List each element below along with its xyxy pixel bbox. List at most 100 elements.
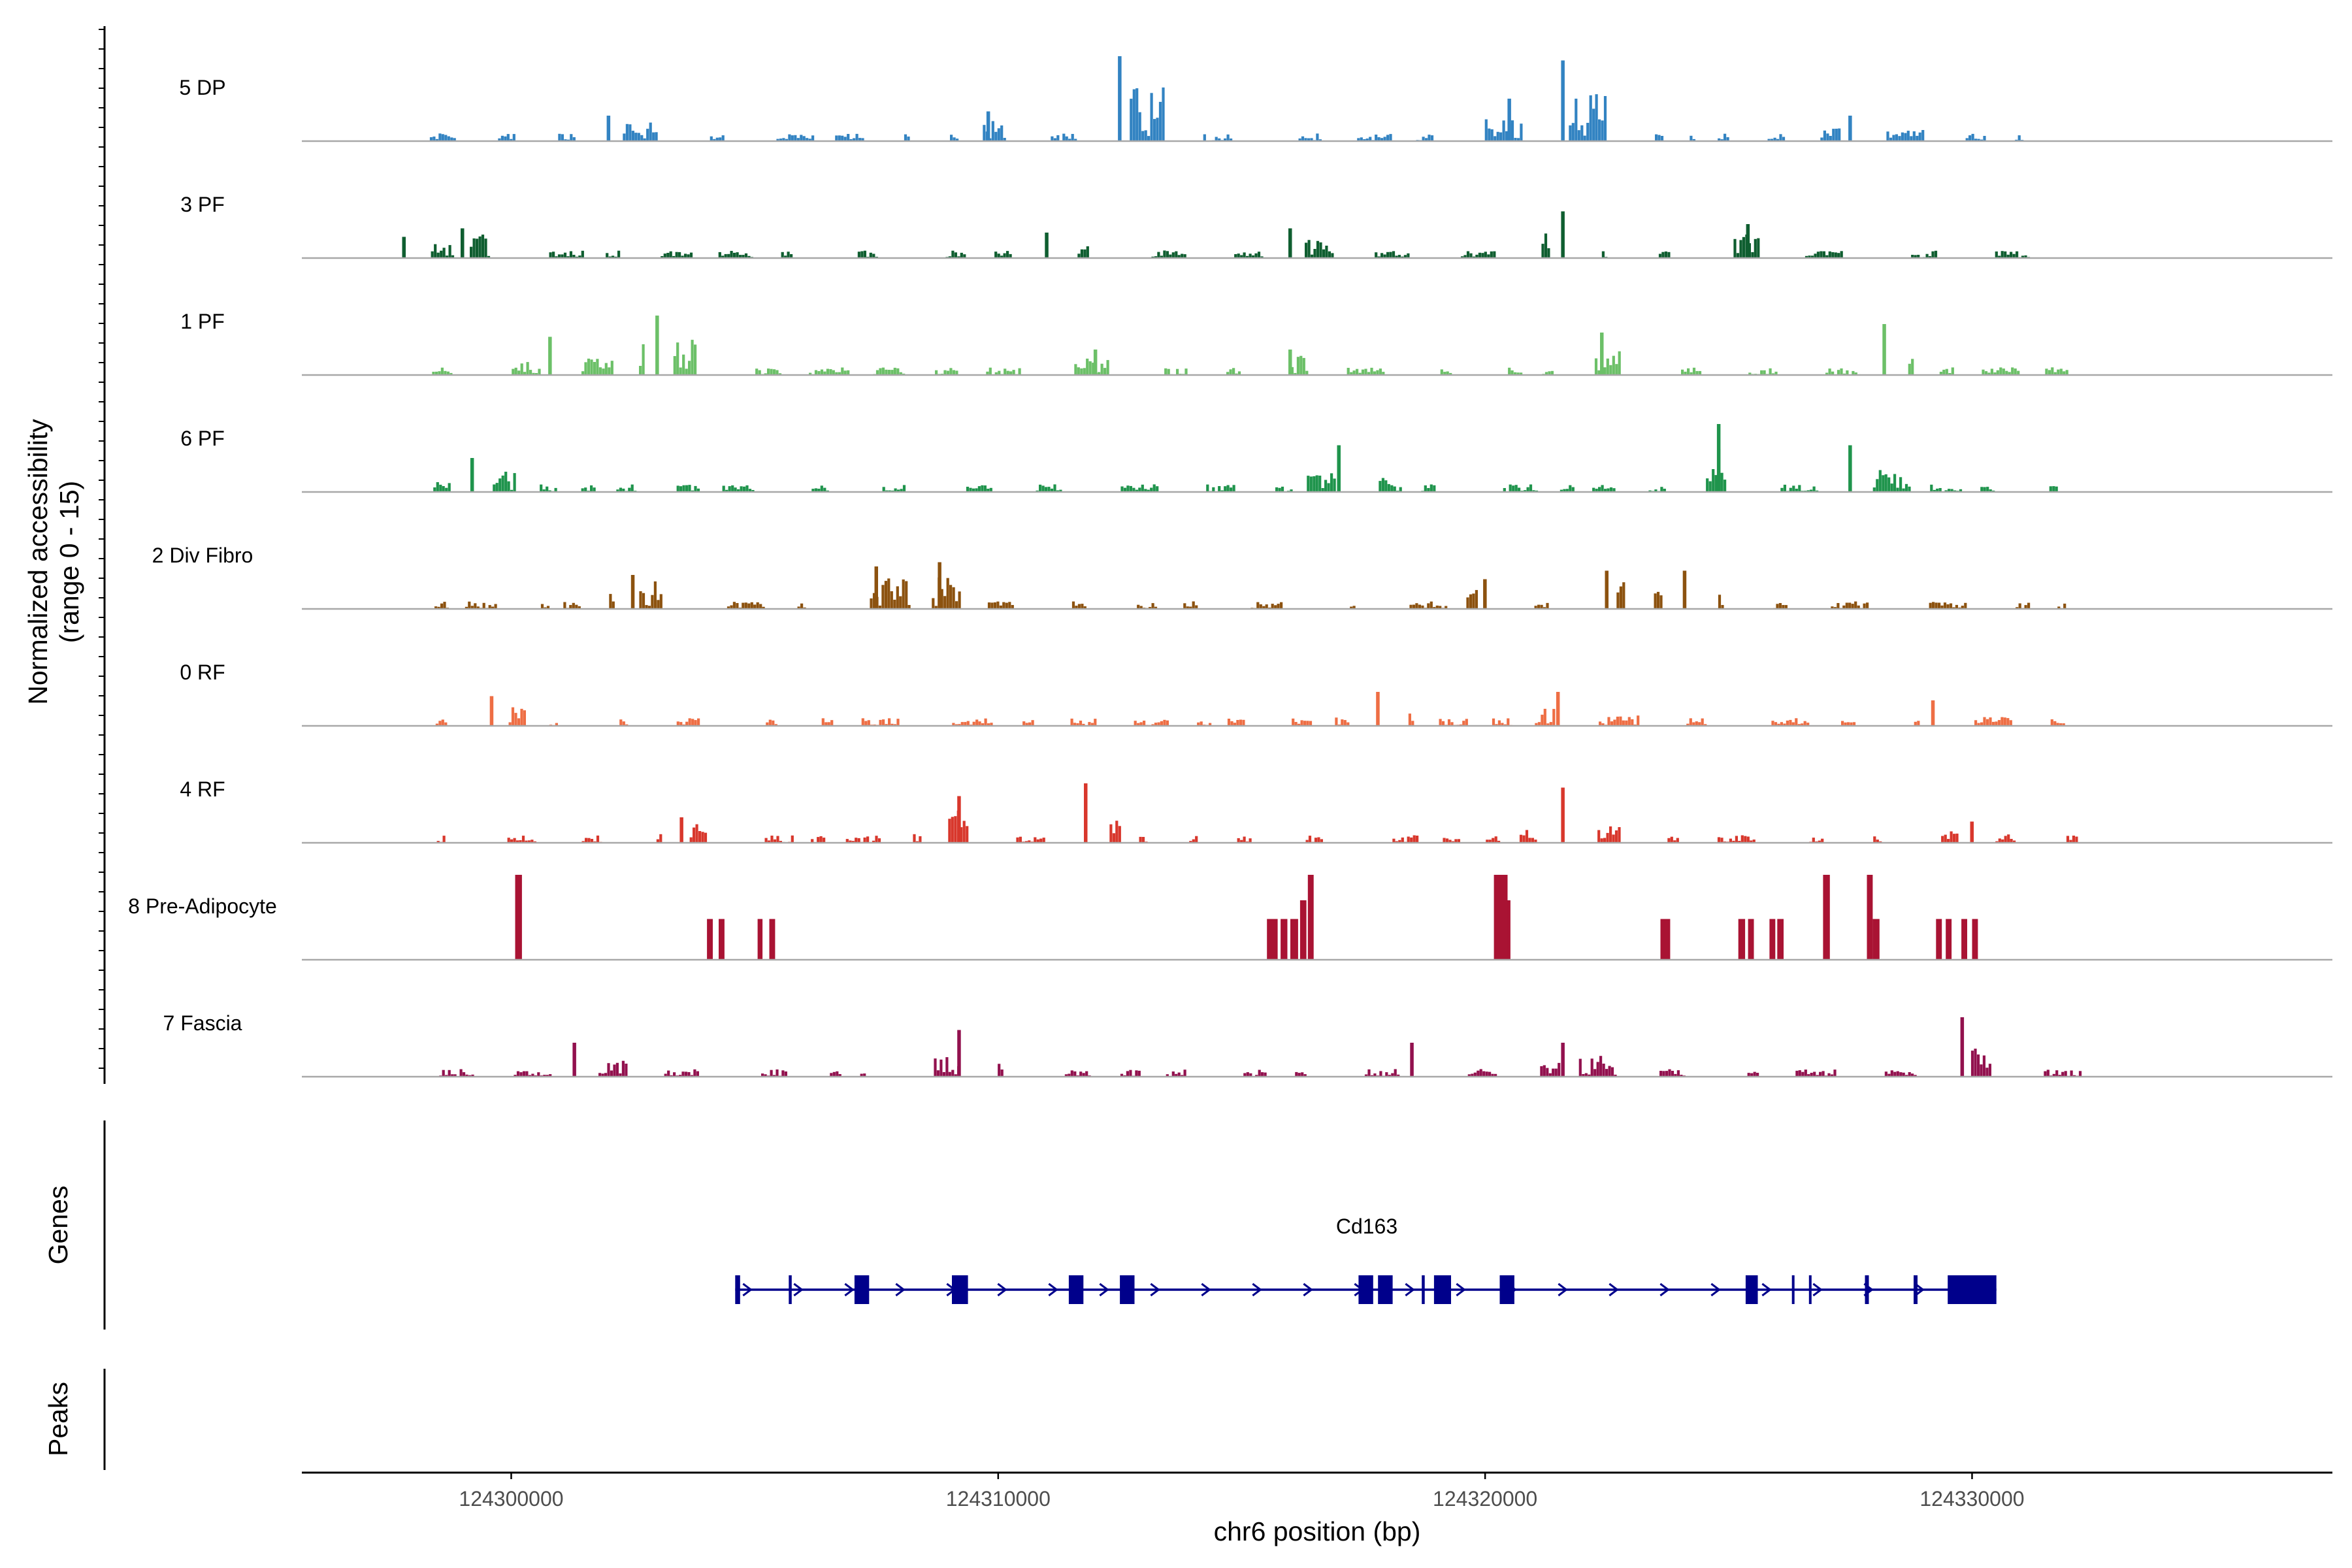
coverage-bar [1934,250,1938,258]
coverage-bar [826,368,829,375]
coverage-bar [2056,723,2059,726]
strand-arrow [1303,1282,1313,1297]
coverage-bar [1176,368,1179,375]
coverage-bar [471,1074,474,1077]
coverage-bar [584,362,587,375]
coverage-bar [1363,139,1366,141]
coverage-bar [679,367,682,375]
coverage-bar [1305,370,1309,375]
coverage-bar [628,487,631,492]
coverage-bar [2064,1071,2067,1077]
coverage-bar [678,252,681,258]
coverage-bar [1516,138,1520,141]
coverage-bar [1265,604,1268,609]
coverage-bar [1302,357,1305,375]
coverage-bar [1409,604,1413,609]
coverage-bar [994,372,998,375]
coverage-bar [1543,708,1546,726]
coverage-bar [1100,363,1103,375]
coverage-bar [566,256,570,258]
coverage-bar [858,138,862,141]
coverage-bar [1601,723,1605,726]
coverage-bar [1997,720,2001,726]
track-label: 6 PF [180,427,225,450]
coverage-bar [776,1069,779,1077]
coverage-bar [1977,723,1980,726]
coverage-bar [510,139,513,141]
coverage-bar [745,485,749,492]
coverage-bar [1608,1066,1611,1077]
coverage-bar [1834,252,1837,258]
coverage-bar [727,253,730,258]
coverage-bar [1514,485,1518,492]
coverage-bar [1103,368,1107,375]
coverage-bar [1422,137,1425,141]
coverage-bar [1605,1069,1609,1077]
coverage-bar [785,139,788,141]
coverage-bar [1003,138,1006,141]
coverage-bar [994,252,998,258]
coverage-bar [872,593,876,609]
coverage-bar [1514,138,1517,141]
coverage-bar [1698,722,1701,726]
coverage-bar [1120,1073,1124,1077]
coverage-bar [949,368,953,375]
coverage-bar [1989,489,1992,492]
coverage-bar [643,138,646,141]
coverage-bar [1074,364,1077,375]
coverage-bar [1959,489,1963,492]
coverage-bar [2066,836,2070,843]
coverage-bar [1367,1069,1371,1077]
coverage-bar [1150,93,1153,141]
coverage-bar [1138,487,1141,492]
coverage-bar [1690,372,1693,375]
coverage-bar [1350,606,1353,609]
coverage-bar [1059,489,1062,492]
coverage-bar [1619,586,1622,609]
x-tick-label: 124300000 [459,1487,563,1511]
coverage-bar [1712,469,1715,492]
coverage-bar [645,605,648,609]
coverage-bar [1792,485,1795,492]
coverage-bar [631,131,634,141]
coverage-bar [2012,253,2016,258]
coverage-bar [1490,251,1493,258]
coverage-bar [1613,719,1616,726]
coverage-bar [1526,487,1529,492]
coverage-bar [1914,1075,1917,1077]
coverage-bar [642,344,645,375]
coverage-bar [1848,602,1852,609]
coverage-bar [470,458,474,492]
coverage-bar [1970,821,1974,843]
coverage-bar [1720,139,1723,141]
coverage-bar [2007,834,2010,843]
coverage-bar [808,139,811,141]
coverage-bar [1275,487,1279,492]
coverage-bar [1255,1075,1258,1077]
coverage-bar [1789,487,1792,492]
coverage-bar [1911,1073,1914,1077]
coverage-track: 5 DP [179,56,2332,142]
coverage-bar [1397,1074,1400,1077]
coverage-bar [1609,826,1612,843]
coverage-bar [788,134,791,141]
coverage-bar [1955,604,1958,609]
coverage-bar [1600,333,1604,375]
coverage-bar [730,251,733,258]
coverage-bar [1497,720,1501,726]
coverage-bar [438,371,441,375]
coverage-bar [659,834,662,843]
coverage-bar [823,487,826,492]
coverage-bar [904,134,907,141]
coverage-bar [1118,56,1122,141]
coverage-bar [1006,251,1009,258]
coverage-bar [538,368,541,375]
coverage-bar [1816,252,1820,258]
coverage-bar [1471,1073,1474,1077]
coverage-bar [1232,368,1235,375]
coverage-bar [1595,489,1598,492]
coverage-bar [1475,254,1478,258]
coverage-bar [652,132,655,141]
coverage-bar [435,139,438,141]
coverage-bar [2058,1075,2061,1077]
